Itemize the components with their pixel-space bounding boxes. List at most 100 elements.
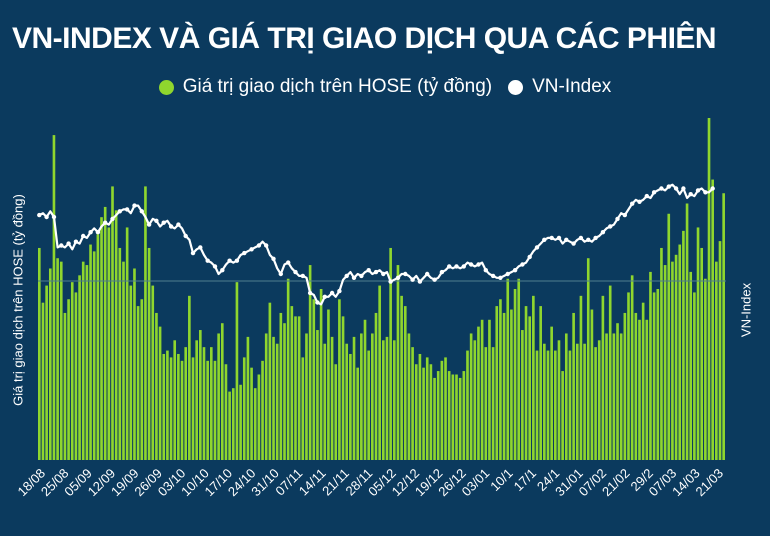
bar xyxy=(136,306,140,460)
bar xyxy=(228,391,231,460)
line-point xyxy=(315,300,320,305)
line-point xyxy=(630,201,635,206)
bar xyxy=(297,316,301,460)
bar xyxy=(169,357,173,460)
bar xyxy=(257,374,261,460)
bar xyxy=(239,384,242,460)
line-point xyxy=(593,235,598,241)
bar xyxy=(235,282,239,460)
bar xyxy=(107,227,111,460)
bar xyxy=(484,347,488,460)
x-tick-label: 10/1 xyxy=(487,466,516,495)
bar xyxy=(627,292,630,460)
bar xyxy=(557,340,561,460)
line-point xyxy=(110,216,115,222)
bar xyxy=(707,118,711,460)
bar xyxy=(378,285,381,460)
bar xyxy=(140,299,144,460)
bar xyxy=(499,299,502,460)
bar xyxy=(502,312,506,460)
bar xyxy=(517,278,521,460)
bar xyxy=(418,353,422,460)
bar xyxy=(436,371,440,460)
bar xyxy=(597,340,601,460)
line-point xyxy=(271,256,276,261)
bar xyxy=(396,265,400,460)
bar xyxy=(689,271,693,460)
bar xyxy=(177,353,180,460)
bar xyxy=(166,350,169,460)
line-point xyxy=(205,258,210,263)
bar xyxy=(389,247,392,460)
bar xyxy=(279,312,283,460)
chart-title: VN-INDEX VÀ GIÁ TRỊ GIAO DỊCH QUA CÁC PH… xyxy=(12,22,717,55)
bar xyxy=(352,336,356,460)
line-point xyxy=(637,199,642,204)
bar xyxy=(488,319,491,460)
bar xyxy=(92,251,96,460)
bar xyxy=(693,292,696,460)
bar xyxy=(253,388,257,460)
line-point xyxy=(505,271,510,277)
bar xyxy=(202,347,206,460)
bar xyxy=(572,312,575,460)
bar xyxy=(213,360,217,460)
line-point xyxy=(242,250,247,256)
bar xyxy=(250,367,253,460)
bar xyxy=(103,206,107,460)
bar xyxy=(308,265,312,460)
bar xyxy=(118,247,122,460)
bar xyxy=(48,268,52,460)
line-point xyxy=(571,241,576,246)
line-point xyxy=(212,264,218,269)
bar xyxy=(652,292,656,460)
line-point xyxy=(256,243,262,248)
bar xyxy=(532,295,535,460)
line-point xyxy=(264,243,269,248)
bar xyxy=(462,371,466,460)
bar xyxy=(568,350,572,460)
line-point xyxy=(73,239,79,244)
bar xyxy=(338,299,341,460)
bar xyxy=(360,333,363,460)
bar xyxy=(546,350,550,460)
bar xyxy=(586,258,590,460)
bar xyxy=(195,340,198,460)
bar xyxy=(564,333,568,460)
line-point xyxy=(673,186,679,191)
line-point xyxy=(659,186,664,191)
line-point xyxy=(388,279,393,284)
bar xyxy=(506,278,510,460)
bar xyxy=(38,247,41,460)
bar xyxy=(264,333,268,460)
bar xyxy=(173,340,177,460)
bar xyxy=(323,343,327,460)
line-point xyxy=(681,186,686,191)
line-point xyxy=(498,275,503,280)
bar xyxy=(674,254,678,460)
line-point xyxy=(410,277,415,282)
line-point xyxy=(381,271,386,277)
line-point xyxy=(608,224,613,229)
bar xyxy=(246,336,250,460)
bar xyxy=(612,333,616,460)
bar xyxy=(619,333,623,460)
line-point xyxy=(344,273,349,279)
line-point xyxy=(183,233,188,239)
line-point xyxy=(190,250,196,256)
line-point xyxy=(234,258,240,263)
line-point xyxy=(600,230,606,235)
line-point xyxy=(51,214,57,220)
bar xyxy=(550,326,553,460)
line-point xyxy=(59,243,64,248)
bar xyxy=(294,316,297,460)
bar xyxy=(630,275,634,460)
bar xyxy=(224,364,228,460)
bar xyxy=(290,306,294,460)
bar xyxy=(543,343,546,460)
bar xyxy=(623,312,627,460)
bar xyxy=(275,343,279,460)
line-point xyxy=(168,224,174,229)
bar xyxy=(217,333,220,460)
bar xyxy=(191,357,195,460)
